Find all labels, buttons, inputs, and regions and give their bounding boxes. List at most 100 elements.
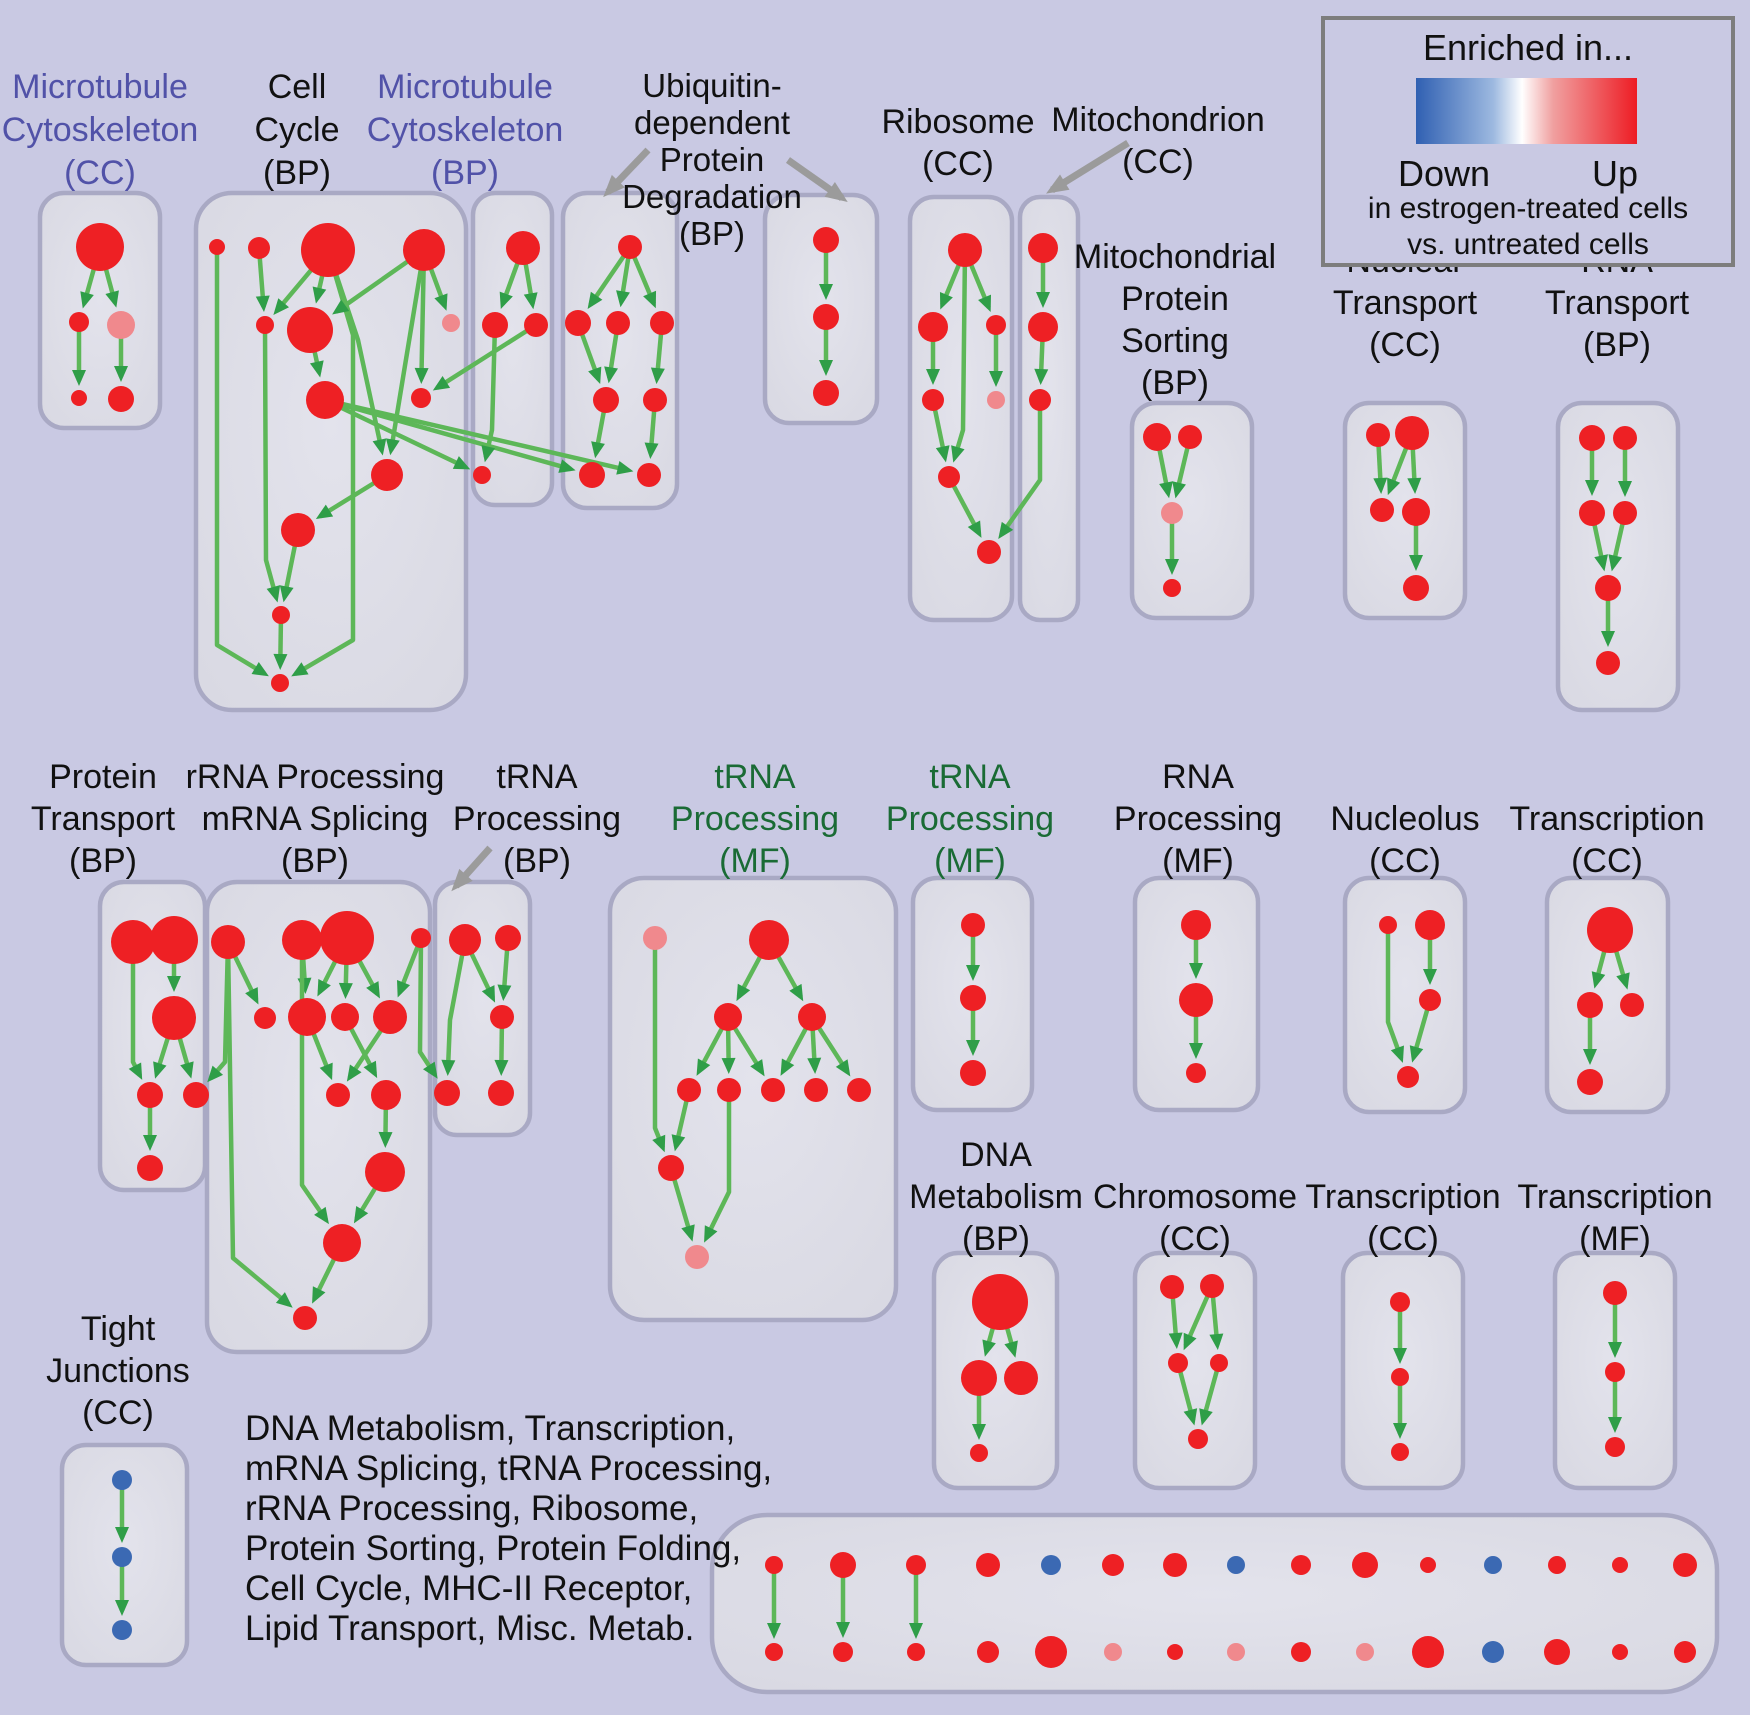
label-microtubule-cytoskeleton-cc: Microtubule Cytoskeleton (CC) (2, 68, 199, 192)
node-c4 (403, 229, 445, 271)
node-mb3 (524, 313, 548, 337)
node-dm2 (961, 1360, 997, 1396)
node-rb1 (948, 233, 982, 267)
node-n3 (107, 311, 135, 339)
node-bt6 (1102, 1554, 1124, 1576)
node-u1 (618, 235, 642, 259)
node-mt3 (1029, 389, 1051, 411)
node-rb6 (938, 466, 960, 488)
label-rrna-processing-mrna-splicing-bp: rRNA Processing mRNA Splicing (BP) (186, 758, 445, 880)
node-tZZ (685, 1245, 709, 1269)
label-cell-cycle-bp: Cell Cycle (BP) (254, 68, 339, 192)
node-nb1 (813, 227, 839, 253)
label-chromosome-cc: Chromosome (CC) (1093, 1178, 1297, 1258)
node-tQ (495, 925, 521, 951)
node-bb2 (833, 1642, 853, 1662)
node-bt14 (1612, 1557, 1628, 1573)
node-tc2 (1577, 992, 1603, 1018)
edge-tP-tS (441, 939, 468, 1077)
node-bb11 (1412, 1636, 1444, 1668)
annotation-arrow-trna-bp-to-box (451, 845, 493, 892)
node-u4 (650, 311, 674, 335)
group-box-chromosome-cc (1132, 1250, 1258, 1491)
node-n1 (76, 223, 124, 271)
node-nc2 (1415, 910, 1445, 940)
node-bt13 (1548, 1556, 1566, 1574)
node-bb8 (1227, 1643, 1245, 1661)
node-bt3 (906, 1555, 926, 1575)
label-tight-junctions-cc: Tight Junctions (CC) (46, 1310, 190, 1432)
node-bb7 (1167, 1644, 1183, 1660)
node-tc1 (1587, 907, 1633, 953)
node-c6 (287, 307, 333, 353)
node-tj1 (112, 1470, 132, 1490)
node-rt2 (1613, 426, 1637, 450)
node-bb9 (1291, 1642, 1311, 1662)
edge-c3-c13 (291, 249, 356, 677)
node-n4 (71, 390, 87, 406)
misc-categories-text: DNA Metabolism, Transcription, mRNA Splic… (245, 1409, 772, 1648)
node-ms4 (1163, 579, 1181, 597)
node-tS (434, 1080, 460, 1106)
node-ch2 (1200, 1274, 1224, 1298)
label-nucleolus-cc: Nucleolus (CC) (1330, 800, 1479, 880)
node-u5 (593, 387, 619, 413)
node-bt15 (1673, 1553, 1697, 1577)
label-mitochondrial-protein-sorting-bp: Mitochondrial Protein Sorting (BP) (1074, 238, 1276, 402)
node-bb15 (1674, 1641, 1696, 1663)
node-pt5 (183, 1082, 209, 1108)
node-rb7 (977, 540, 1001, 564)
node-pt1 (111, 920, 155, 964)
node-mb4 (473, 466, 491, 484)
node-dm1 (972, 1274, 1028, 1330)
group-box-transcription-cc-row2 (1544, 875, 1671, 1115)
node-mb1 (506, 231, 540, 265)
label-ubiquitin-degradation-bp: Ubiquitin-dependent Protein Degradation (BP… (622, 67, 802, 252)
group-box-rrna-processing-mrna-splicing-bp (204, 879, 433, 1355)
legend-gradient-bar (1416, 78, 1637, 144)
node-c11 (281, 513, 315, 547)
node-ts2 (960, 985, 986, 1011)
node-rC (320, 911, 374, 965)
node-nc4 (1397, 1066, 1419, 1088)
edge-ch4-ch5 (1199, 1362, 1222, 1426)
node-t3c (1391, 1443, 1409, 1461)
legend-title: Enriched in... (1423, 27, 1633, 68)
node-mb2 (482, 312, 508, 338)
node-nb2 (813, 304, 839, 330)
edge-mb3-c9 (432, 323, 538, 391)
edge-tU-tZ (652, 938, 666, 1153)
node-tV (749, 920, 789, 960)
node-bb13 (1544, 1639, 1570, 1665)
node-tR (490, 1005, 514, 1029)
node-rp2 (1179, 983, 1213, 1017)
node-tW (714, 1003, 742, 1031)
node-ch5 (1188, 1429, 1208, 1449)
node-ch1 (1160, 1275, 1184, 1299)
node-rb3 (986, 315, 1006, 335)
node-tj2 (112, 1547, 132, 1567)
edge-mb2-mb4 (481, 324, 498, 463)
group-box-dna-metabolism-bp (931, 1250, 1060, 1491)
node-bb5 (1035, 1636, 1067, 1668)
legend-subtitle-line2: vs. untreated cells (1407, 228, 1649, 261)
node-bb10 (1356, 1643, 1374, 1661)
node-t3a (1390, 1292, 1410, 1312)
node-dm3 (1004, 1361, 1038, 1395)
legend-down-label: Down (1398, 153, 1490, 194)
node-nt1 (1366, 423, 1390, 447)
node-ch4 (1210, 1354, 1228, 1372)
label-microtubule-cytoskeleton-bp: Microtubule Cytoskeleton (BP) (367, 68, 564, 192)
node-c10 (371, 459, 403, 491)
label-trna-processing-mf-small: tRNA Processing (MF) (886, 758, 1054, 880)
node-tc3 (1620, 993, 1644, 1017)
node-mt1 (1028, 233, 1058, 263)
node-bb3 (907, 1643, 925, 1661)
label-protein-transport-bp: Protein Transport (BP) (31, 758, 176, 880)
node-u8 (637, 463, 661, 487)
edge-c8-u8 (324, 397, 634, 475)
node-t3b (1391, 1368, 1409, 1386)
node-nc1 (1379, 916, 1397, 934)
node-pt4 (137, 1082, 163, 1108)
node-ms3 (1161, 502, 1183, 524)
